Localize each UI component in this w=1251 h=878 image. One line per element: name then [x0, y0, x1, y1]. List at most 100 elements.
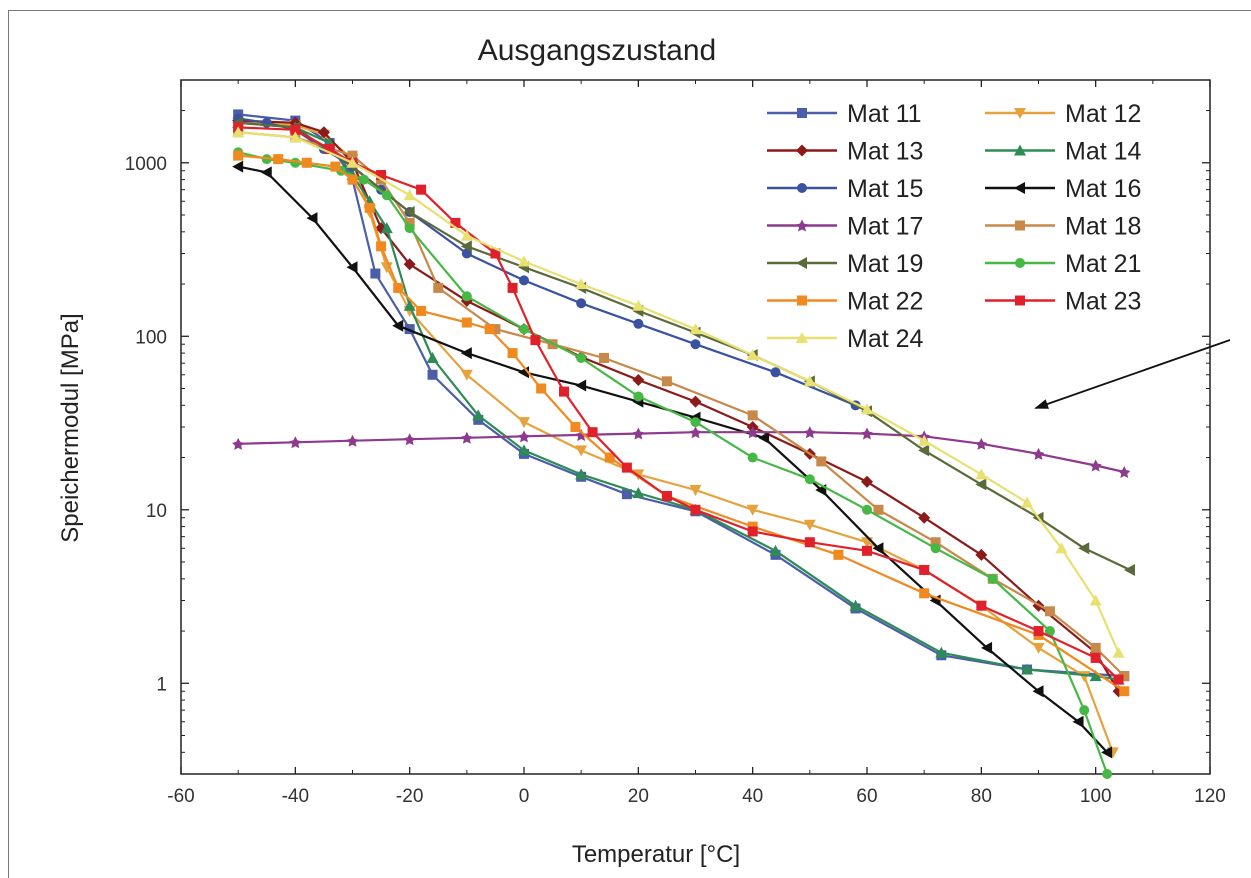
data-point	[530, 335, 541, 346]
legend-item: Mat 12	[985, 100, 1141, 128]
data-point	[604, 452, 615, 463]
data-point	[1055, 542, 1068, 554]
data-point	[930, 543, 941, 554]
data-point	[746, 504, 759, 516]
data-point	[575, 445, 588, 457]
data-point	[273, 154, 284, 165]
y-tick-label: 100	[135, 327, 167, 348]
legend-label: Mat 12	[1065, 100, 1141, 128]
legend-label: Mat 19	[847, 250, 923, 278]
data-point	[632, 486, 645, 498]
data-point	[633, 391, 644, 402]
data-point	[426, 351, 439, 363]
data-point	[460, 347, 472, 360]
data-point	[232, 126, 245, 138]
data-point	[770, 367, 781, 378]
legend: Mat 11 Mat 12 Mat 13 Mat 14 Mat 15 Mat 16 Mat …	[767, 100, 1142, 353]
data-point	[370, 268, 381, 279]
data-point	[1032, 642, 1045, 654]
legend-item: Mat 13	[767, 138, 923, 166]
data-point	[1089, 670, 1102, 682]
series-mat-15	[233, 113, 861, 411]
data-point	[518, 255, 530, 267]
data-point	[599, 352, 610, 363]
data-point	[930, 537, 941, 548]
legend-swatch-marker	[1014, 182, 1025, 194]
legend-swatch-marker	[796, 144, 808, 157]
data-point	[260, 166, 272, 179]
legend-swatch-marker	[796, 219, 808, 232]
legend-swatch-marker	[797, 183, 807, 193]
data-point	[376, 170, 387, 181]
x-tick-label: 20	[628, 786, 649, 807]
legend-swatch-marker	[1014, 144, 1026, 156]
legend-label: Mat 15	[847, 175, 923, 203]
legend-swatch-marker	[797, 295, 807, 306]
x-tick-label: 40	[742, 786, 763, 807]
data-point	[918, 444, 930, 457]
data-point	[919, 564, 930, 575]
data-point	[861, 427, 873, 440]
data-point	[1102, 769, 1113, 779]
data-point	[404, 217, 415, 228]
data-point	[232, 437, 245, 450]
legend-swatch-marker	[1015, 220, 1025, 231]
data-point	[861, 403, 873, 415]
series-line	[238, 131, 1120, 654]
data-point	[461, 248, 472, 259]
data-point	[1090, 642, 1101, 653]
legend-label: Mat 14	[1065, 138, 1142, 166]
legend-item: Mat 17	[767, 213, 923, 241]
data-point	[849, 599, 862, 611]
data-point	[803, 426, 816, 439]
x-tick-label: 80	[971, 786, 992, 807]
legend-item: Mat 15	[767, 175, 923, 203]
data-point	[575, 468, 588, 480]
annotation-arrow	[1034, 339, 1231, 409]
data-point	[518, 444, 530, 456]
x-tick-label: 100	[1080, 786, 1112, 807]
data-point	[460, 369, 473, 381]
data-point	[1113, 674, 1124, 685]
data-point	[347, 150, 358, 161]
data-point	[633, 318, 644, 329]
series-mat-21	[233, 147, 1113, 779]
data-point	[376, 241, 387, 252]
data-point	[1044, 626, 1055, 637]
data-point	[324, 144, 335, 155]
data-point	[507, 348, 518, 359]
data-point	[461, 291, 472, 302]
data-point	[403, 299, 416, 311]
y-tick-label: 1	[156, 674, 167, 695]
data-point	[632, 373, 645, 386]
data-point	[381, 190, 392, 201]
data-point	[746, 349, 759, 361]
data-point	[975, 478, 987, 491]
legend-swatch-marker	[1014, 108, 1026, 119]
legend-swatch-marker	[1015, 258, 1025, 268]
y-tick-label: 1000	[125, 154, 167, 175]
data-point	[347, 174, 358, 185]
data-point	[575, 379, 587, 392]
data-point	[433, 282, 444, 293]
x-tick-label: 60	[856, 786, 877, 807]
data-point	[301, 157, 312, 168]
data-point	[769, 544, 782, 556]
data-point	[490, 324, 501, 335]
legend-swatch-marker	[1015, 295, 1025, 306]
data-point	[380, 222, 393, 234]
legend-swatch-marker	[796, 257, 807, 269]
data-point	[289, 436, 302, 449]
data-point	[233, 150, 244, 161]
y-axis-title: Speichermodul [MPa]	[57, 313, 84, 542]
x-tick-label: -60	[167, 786, 194, 807]
legend-swatch-marker	[797, 108, 807, 118]
data-point	[490, 248, 501, 259]
data-point	[621, 462, 632, 473]
data-point	[519, 324, 529, 335]
data-point	[1044, 606, 1055, 617]
x-axis-title: Temperatur [°C]	[572, 841, 740, 868]
legend-item: Mat 18	[985, 213, 1141, 241]
data-point	[393, 282, 404, 293]
